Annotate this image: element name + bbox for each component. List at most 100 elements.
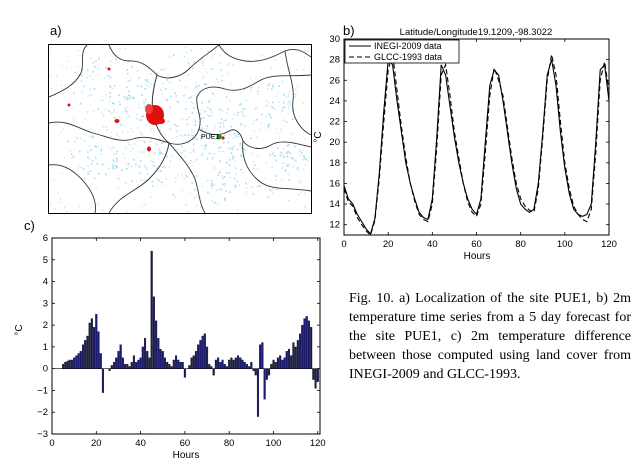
chart-c-bar bbox=[292, 342, 295, 369]
chart-c-bar bbox=[68, 359, 71, 369]
legend-label-glcc: GLCC-1993 data bbox=[374, 52, 442, 62]
urban-area-blobs bbox=[67, 67, 225, 152]
chart-c-bar bbox=[90, 318, 93, 369]
chart-c-ytick-label: 1 bbox=[43, 342, 48, 353]
chart-c-bar bbox=[99, 353, 102, 369]
chart-c-bar bbox=[265, 368, 268, 380]
chart-c-bar bbox=[128, 366, 131, 369]
chart-c-bar bbox=[230, 357, 233, 369]
chart-c-bar bbox=[101, 368, 104, 393]
chart-c-bar bbox=[201, 335, 204, 369]
chart-c-bar bbox=[148, 357, 151, 369]
chart-c-ytick-label: −2 bbox=[37, 407, 48, 418]
chart-c-bar bbox=[117, 351, 120, 369]
chart-c-bar bbox=[234, 357, 237, 369]
chart-c-bar bbox=[301, 324, 304, 369]
chart-c-bar bbox=[287, 348, 291, 369]
chart-c-bar bbox=[132, 355, 135, 369]
chart-c-bar bbox=[310, 327, 313, 369]
chart-c-bar bbox=[281, 359, 284, 369]
chart-c-bar bbox=[81, 344, 85, 369]
chart-c-bar bbox=[203, 333, 206, 369]
chart-c-ytick-label: 0 bbox=[43, 364, 48, 375]
chart-c-bar bbox=[110, 365, 113, 369]
chart-c-bar bbox=[159, 348, 162, 369]
map-speckle-layer bbox=[49, 46, 311, 213]
panel-label-c: c) bbox=[24, 218, 35, 233]
chart-c-bar bbox=[163, 357, 166, 369]
chart-c-bar bbox=[299, 333, 302, 369]
chart-b-ytick-label: 16 bbox=[329, 178, 340, 189]
chart-c-bar bbox=[316, 368, 319, 382]
chart-c-bar bbox=[274, 361, 277, 369]
chart-c-ytick-label: 3 bbox=[43, 298, 48, 309]
chart-c-bar bbox=[312, 368, 315, 380]
chart-c-ytick-label: −1 bbox=[37, 385, 48, 396]
chart-b-ytick-label: 28 bbox=[329, 55, 340, 66]
chart-c-ytick-label: 2 bbox=[43, 320, 48, 331]
chart-c-bar bbox=[79, 351, 82, 369]
chart-c-bar bbox=[307, 320, 310, 369]
chart-c-bar bbox=[248, 366, 251, 369]
chart-c-bar bbox=[279, 355, 282, 369]
chart-c-bar bbox=[179, 361, 182, 369]
chart-b-ylabel: °C bbox=[313, 131, 324, 142]
chart-c-xlabel: Hours bbox=[173, 450, 200, 461]
chart-c-bar bbox=[206, 346, 209, 369]
chart-c-bar bbox=[143, 338, 147, 369]
chart-c-bar bbox=[303, 318, 306, 369]
chart-b-legend: INEGI-2009 data GLCC-1993 data bbox=[344, 39, 460, 64]
chart-b-ytick-label: 18 bbox=[329, 158, 340, 169]
chart-b-ytick-label: 22 bbox=[329, 117, 340, 128]
chart-c-bar bbox=[75, 355, 78, 369]
chart-c-bar bbox=[305, 316, 308, 369]
chart-c-bar bbox=[157, 338, 160, 369]
chart-b-xtick-label: 20 bbox=[383, 239, 394, 250]
chart-b-xlabel: Hours bbox=[464, 251, 491, 262]
chart-c-xtick-label: 20 bbox=[91, 438, 102, 449]
chart-c-xtick-label: 0 bbox=[49, 438, 54, 449]
chart-c-bar bbox=[268, 368, 271, 376]
chart-c-bar bbox=[272, 359, 275, 369]
chart-c-bar bbox=[130, 361, 133, 369]
chart-c-bar bbox=[276, 357, 279, 369]
chart-c-bar bbox=[150, 250, 153, 369]
chart-c-ytick-label: 4 bbox=[43, 277, 48, 288]
chart-c-bar bbox=[86, 335, 89, 369]
chart-c-bar bbox=[177, 359, 180, 369]
chart-c-bar bbox=[70, 359, 73, 369]
chart-c-bar bbox=[241, 359, 244, 369]
chart-c-bar bbox=[294, 346, 297, 369]
chart-b-ytick-label: 14 bbox=[329, 199, 340, 210]
chart-c-bar bbox=[146, 351, 149, 369]
chart-c-bar bbox=[155, 320, 158, 369]
chart-c-bar bbox=[141, 346, 144, 369]
chart-c-bar bbox=[223, 364, 226, 369]
site-label: PUE1 bbox=[201, 134, 219, 141]
chart-c-bar bbox=[139, 357, 142, 369]
chart-c-bar bbox=[243, 361, 246, 369]
chart-c-bar bbox=[245, 364, 248, 369]
chart-b-xtick-label: 120 bbox=[601, 239, 617, 250]
chart-b-ytick-label: 30 bbox=[329, 34, 340, 45]
chart-c-bar bbox=[174, 355, 178, 369]
chart-b-ytick-label: 24 bbox=[329, 96, 340, 107]
chart-c-bar bbox=[290, 355, 293, 369]
chart-c-plot-area bbox=[51, 237, 321, 435]
chart-c-bar bbox=[214, 359, 217, 369]
chart-b-ytick-label: 20 bbox=[329, 137, 340, 148]
chart-c-bar bbox=[256, 368, 260, 417]
chart-c-bar bbox=[217, 357, 220, 369]
chart-c-ytick-label: −3 bbox=[37, 429, 48, 440]
site-marker: PUE1 bbox=[201, 134, 222, 141]
figure-caption: Fig. 10. a) Localization of the site PUE… bbox=[349, 291, 631, 382]
chart-c-bar bbox=[192, 355, 195, 369]
chart-c-bar bbox=[112, 361, 116, 369]
chart-c-bar bbox=[225, 366, 229, 369]
chart-b-xtick-label: 40 bbox=[427, 239, 438, 250]
chart-c-bar bbox=[97, 331, 100, 369]
chart-c-bar bbox=[239, 357, 242, 369]
chart-c-bar bbox=[314, 368, 317, 389]
chart-c-bar bbox=[121, 357, 124, 369]
